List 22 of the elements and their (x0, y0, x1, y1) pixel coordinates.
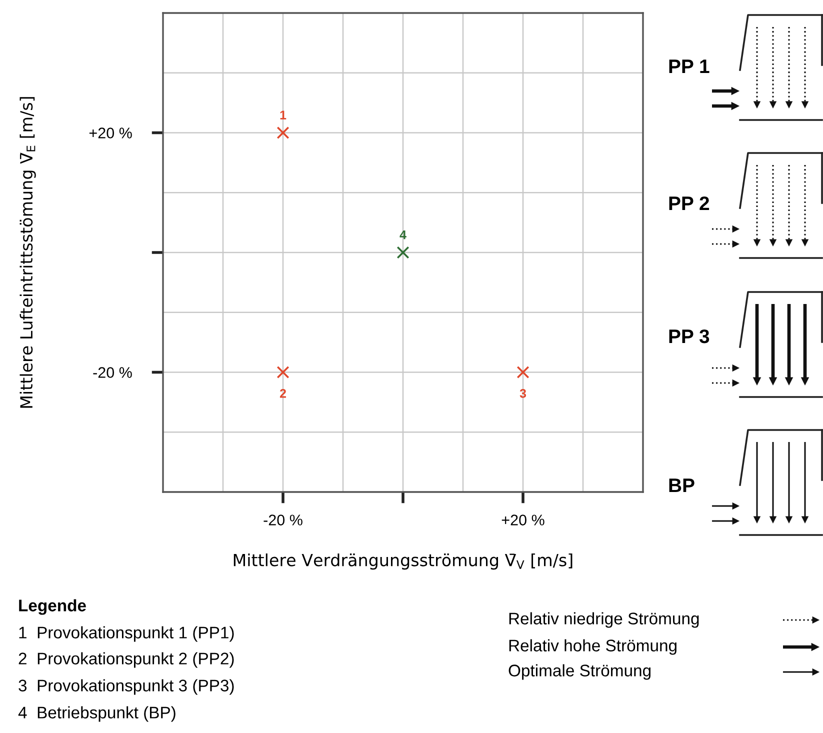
annotation: 2 (280, 388, 286, 398)
point (276, 126, 290, 140)
text: BP (669, 478, 694, 492)
y-axis-title: Mittlere Lufteintrittsstömung V̄$_{E}$ [m/s] (20, 97, 36, 408)
text: Relativ hohe Strömung (509, 639, 676, 655)
point (396, 246, 410, 259)
text: Optimale Strömung (508, 664, 651, 680)
text: PP 3 (669, 329, 710, 344)
point (516, 366, 530, 379)
text: 2 Provokationspunkt 2 (PP2) (18, 652, 234, 668)
text: PP 1 (669, 60, 710, 74)
point (276, 366, 290, 379)
text: 1 Provokationspunkt 1 (PP1) (19, 626, 234, 642)
annotation: 4 (400, 230, 406, 240)
text: Relativ niedrige Strömung (509, 612, 699, 628)
text: PP 2 (669, 196, 710, 210)
annotation: 3 (520, 388, 526, 398)
text: 4 Betriebspunkt (BP) (18, 706, 176, 722)
text: 3 Provokationspunkt 3 (PP3) (18, 679, 234, 695)
text: Legende (19, 599, 86, 615)
annotation: 1 (280, 110, 286, 120)
x-axis-title: Mittlere Verdrängungsströmung V̄$_{V}$ [m/s] (234, 553, 572, 570)
